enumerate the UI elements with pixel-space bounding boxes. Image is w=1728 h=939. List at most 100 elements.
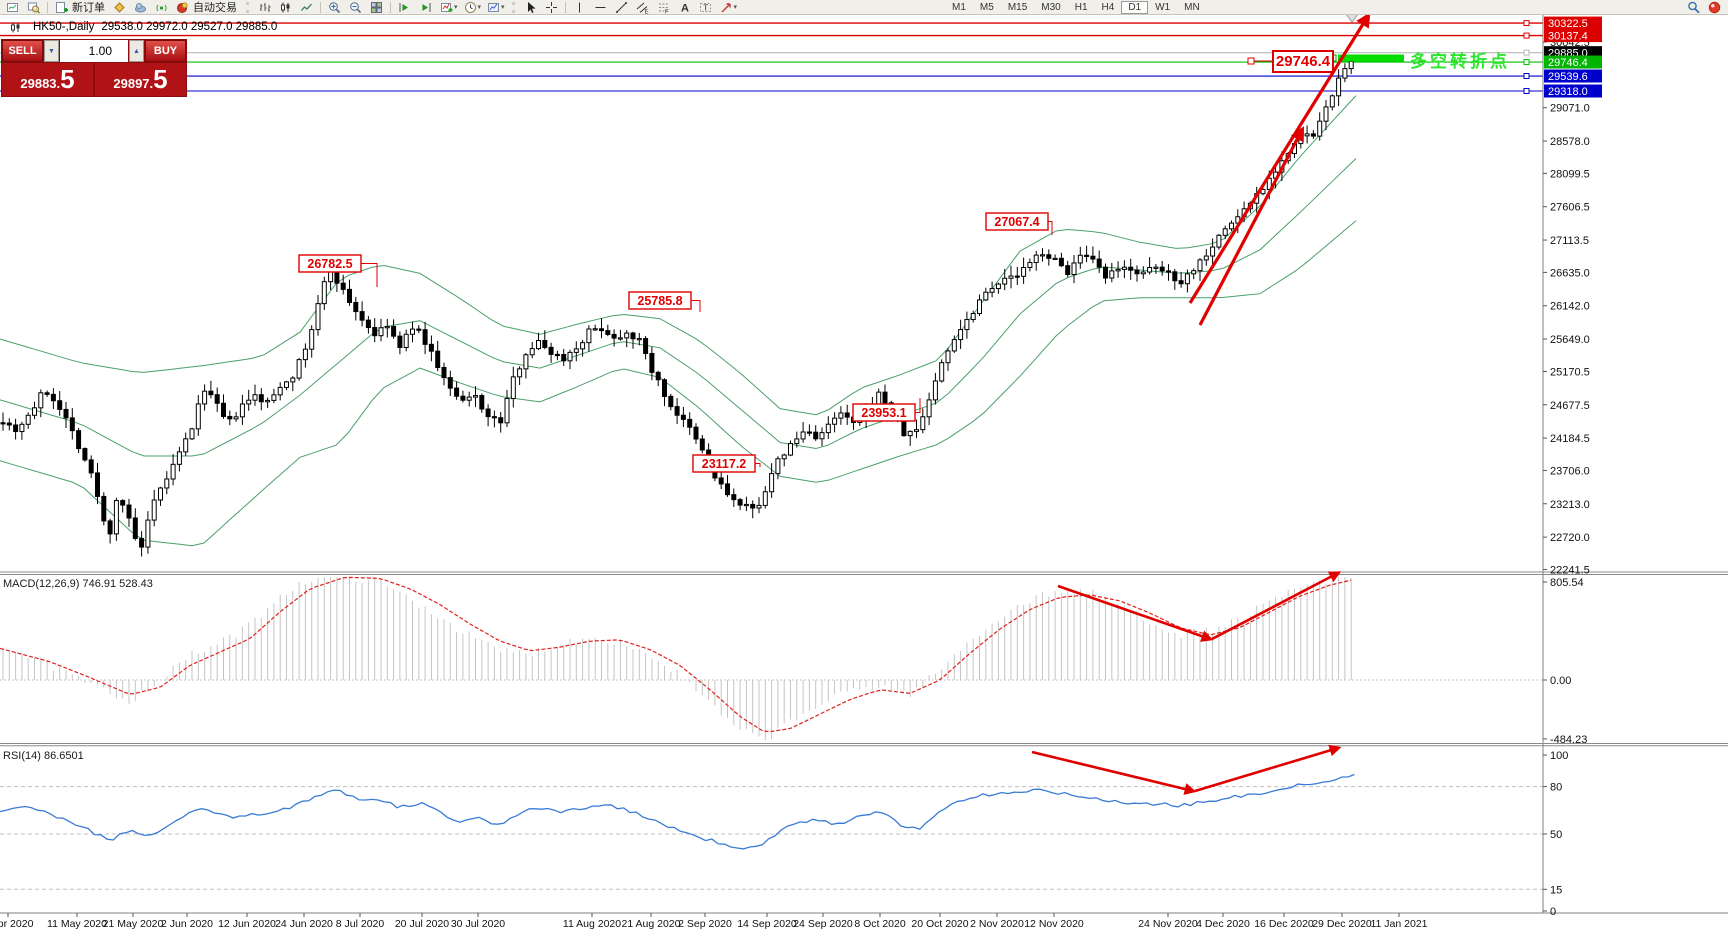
macd-scale-label: -484.23 — [1550, 734, 1587, 746]
new-order-icon[interactable] — [51, 0, 72, 14]
candle-body — [1140, 271, 1146, 275]
buy-price-frac: 5 — [153, 64, 168, 94]
dropdown-caret-icon[interactable]: ▾ — [477, 4, 482, 11]
market-watch-icon[interactable] — [23, 0, 44, 14]
timeframe-button-m5[interactable]: M5 — [979, 2, 994, 13]
candle-body — [907, 430, 913, 437]
candle-body — [1197, 259, 1203, 272]
dropdown-caret-icon[interactable]: ▾ — [454, 4, 458, 11]
candle-body — [1058, 257, 1064, 267]
trendline-icon[interactable] — [611, 0, 632, 14]
text-icon[interactable]: A — [674, 0, 695, 14]
candle-body — [750, 503, 756, 509]
candle-body — [466, 396, 472, 401]
candle-body — [479, 395, 485, 410]
label-icon[interactable]: T — [695, 0, 716, 14]
candle-body — [1184, 273, 1190, 285]
turning-point-annotation: 多空转折点 — [1410, 52, 1510, 71]
tile-windows-icon[interactable] — [366, 0, 387, 14]
candle-body — [762, 491, 768, 506]
auto-scroll-icon[interactable] — [415, 0, 436, 14]
candle-body — [1323, 106, 1329, 122]
one-click-trading-panel: SELL ▼ 1.00 ▲ BUY 29883. 5 29897. 5 — [1, 39, 187, 97]
dropdown-caret-icon[interactable]: ▾ — [733, 4, 738, 11]
community-icon[interactable] — [130, 0, 151, 14]
channel-icon[interactable]: E — [632, 0, 653, 14]
zoom-out-icon[interactable] — [345, 0, 366, 14]
line-handle — [1523, 20, 1530, 27]
new-order-label[interactable]: 新订单 — [72, 2, 105, 14]
sell-button[interactable]: SELL — [2, 40, 43, 62]
sell-price[interactable]: 29883. 5 — [2, 63, 93, 96]
candle-body — [687, 418, 693, 428]
signal-icon[interactable] — [151, 0, 172, 14]
date-label: 21 May 2020 — [103, 918, 164, 930]
price-tick-label: 22241.5 — [1550, 564, 1590, 576]
hline-icon[interactable] — [590, 0, 611, 14]
add-indicator-icon[interactable] — [436, 0, 457, 14]
candle-body — [649, 352, 655, 373]
svg-text:E: E — [644, 9, 648, 14]
buy-price[interactable]: 29897. 5 — [95, 63, 186, 96]
vline-icon[interactable] — [569, 0, 590, 14]
search-icon[interactable] — [1683, 1, 1704, 15]
candle-body — [258, 394, 264, 403]
timeframe-button-m30[interactable]: M30 — [1041, 2, 1061, 13]
candle-body — [309, 329, 315, 350]
chat-icon[interactable] — [1704, 1, 1725, 15]
candle-body — [1342, 68, 1348, 79]
candle-chart-icon[interactable] — [275, 0, 296, 14]
timeframe-button-d1[interactable]: D1 — [1121, 1, 1149, 14]
timeframe-button-m1[interactable]: M1 — [952, 2, 966, 13]
line-handle — [1523, 32, 1530, 39]
timeframe-button-m15[interactable]: M15 — [1007, 2, 1028, 13]
candle-body — [277, 386, 283, 396]
timeframe-button-h1[interactable]: H1 — [1074, 2, 1088, 13]
candle-body — [50, 393, 56, 402]
buy-button[interactable]: BUY — [145, 40, 186, 62]
candle-body — [1147, 267, 1153, 273]
date-label: 2 Jun 2020 — [161, 918, 213, 930]
volume-increase-button[interactable]: ▲ — [129, 40, 144, 62]
candle-body — [655, 371, 661, 381]
gold-icon[interactable] — [109, 0, 130, 14]
date-label: 20 Oct 2020 — [911, 918, 968, 930]
candle-body — [32, 407, 37, 416]
candle-body — [920, 416, 926, 431]
candle-body — [473, 395, 478, 398]
candle-body — [529, 348, 535, 356]
autotrade-label[interactable]: 自动交易 — [193, 2, 237, 14]
date-label: 11 Jan 2021 — [1370, 918, 1427, 930]
bollinger-line — [0, 220, 1357, 547]
new-chart-icon[interactable] — [2, 0, 23, 14]
crosshair-icon[interactable] — [541, 0, 562, 14]
candle-body — [19, 423, 25, 433]
timeframe-button-h4[interactable]: H4 — [1101, 2, 1115, 13]
period-icon[interactable] — [460, 0, 481, 14]
price-scale[interactable]: 30042.529071.028578.028099.527606.527113… — [0, 15, 1728, 918]
timeframe-button-w1[interactable]: W1 — [1155, 2, 1171, 13]
candle-body — [227, 415, 233, 420]
zoom-in-icon[interactable] — [324, 0, 345, 14]
dropdown-caret-icon[interactable]: ▾ — [501, 4, 505, 11]
candle-body — [680, 414, 686, 420]
bar-chart-icon[interactable] — [254, 0, 275, 14]
shift-chart-icon[interactable] — [394, 0, 415, 14]
autotrade-icon[interactable] — [172, 0, 193, 14]
volume-input[interactable]: 1.00 — [60, 40, 128, 62]
cursor-icon[interactable] — [520, 0, 541, 14]
line-chart-icon[interactable] — [296, 0, 317, 14]
candle-body — [158, 487, 163, 501]
template-icon[interactable] — [483, 0, 504, 14]
volume-decrease-button[interactable]: ▼ — [44, 40, 59, 62]
price-tick-label: 25170.5 — [1550, 366, 1590, 378]
fibonacci-icon[interactable]: F — [653, 0, 674, 14]
timeframe-button-mn[interactable]: MN — [1184, 2, 1200, 13]
price-tick-label: 26142.0 — [1550, 301, 1590, 313]
price-line-badge — [1544, 69, 1602, 83]
candle-body — [252, 394, 258, 401]
arrows-icon[interactable] — [716, 0, 737, 14]
date-label: 21 Aug 2020 — [622, 918, 681, 930]
